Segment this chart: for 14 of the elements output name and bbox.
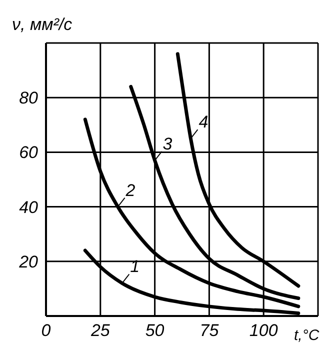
x-tick-label: 75 — [200, 321, 220, 340]
y-tick-label: 20 — [18, 252, 39, 272]
x-tick-label: 0 — [41, 321, 52, 340]
x-tick-label: 25 — [90, 321, 110, 340]
x-tick-label: 100 — [249, 321, 278, 340]
series-label: 4 — [198, 112, 208, 132]
y-tick-label: 40 — [19, 198, 39, 217]
y-tick-label: 80 — [19, 88, 39, 108]
series-label: 2 — [124, 180, 136, 200]
legend-label: 3 — [162, 134, 173, 154]
x-axis-title: t,°C — [294, 327, 320, 344]
y-tick-label: 60 — [19, 143, 39, 162]
y-axis-title: ν, мм²/с — [12, 15, 73, 34]
x-tick-label: 50 — [145, 321, 165, 340]
